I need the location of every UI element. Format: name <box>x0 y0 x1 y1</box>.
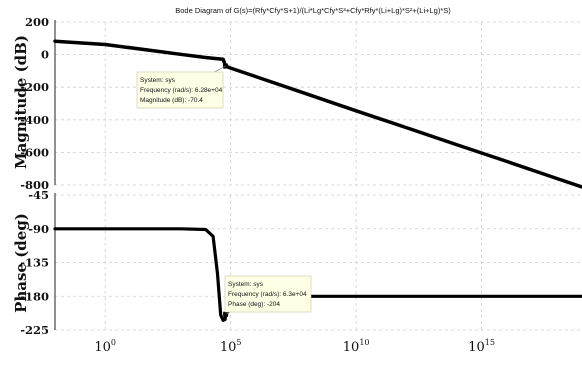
ph-y-tick-label: -135 <box>20 256 49 270</box>
phase-panel: Phase (deg) -45 -90 -135 -180 -225 System: s… <box>12 188 582 337</box>
chart-title: Bode Diagram of G(s)=(Rfy*Cfy*S+1)/(Li*L… <box>175 6 451 15</box>
magnitude-series <box>53 39 582 189</box>
magnitude-y-ticks: 200 0 -200 -400 -600 -800 <box>20 15 49 192</box>
mag-y-tick-label: -200 <box>20 80 49 94</box>
ph-datatip-box <box>224 275 312 313</box>
ph-datatip-text: Frequency (rad/s): 6.3e+04 <box>228 291 307 298</box>
mag-y-tick-label: -600 <box>20 145 49 159</box>
x-tick-label: 1015 <box>468 338 495 355</box>
ph-datatip-text: Phase (deg): -204 <box>228 301 280 308</box>
mag-y-tick-label: 200 <box>25 15 49 29</box>
x-tick-label: 100 <box>94 338 116 355</box>
phase-grid <box>54 193 582 331</box>
x-tick-label: 1010 <box>343 338 370 355</box>
x-tick-label: 105 <box>220 338 242 355</box>
phase-series <box>53 227 582 322</box>
mag-datatip-text: Frequency (rad/s): 6.28e+04 <box>140 87 223 94</box>
ph-y-tick-label: -90 <box>28 222 49 236</box>
mag-datatip-text: Magnitude (dB): -70.4 <box>140 97 203 104</box>
mag-y-tick-label: -800 <box>20 178 49 192</box>
mag-y-tick-label: 0 <box>41 48 49 62</box>
magnitude-datatip[interactable]: System: sys Frequency (rad/s): 6.28e+04 Ma… <box>136 63 229 109</box>
ph-series-line <box>53 227 582 322</box>
magnitude-panel: Magnitude (dB) 200 0 -200 -400 -600 -800 Syst… <box>12 15 582 192</box>
magnitude-axis-label: Magnitude (dB) <box>12 35 30 169</box>
frequency-x-ticks: 100 105 1010 1015 <box>94 338 495 355</box>
phase-y-ticks: -45 -90 -135 -180 -225 <box>20 188 49 337</box>
phase-axis-label: Phase (deg) <box>12 213 30 313</box>
mag-y-tick-label: -400 <box>20 113 49 127</box>
ph-y-tick-label: -225 <box>20 323 49 337</box>
ph-y-tick-label: -45 <box>28 188 49 202</box>
mag-datatip-box <box>136 71 224 109</box>
ph-datatip-text: System: sys <box>228 281 264 288</box>
mag-datatip-marker[interactable] <box>223 63 229 69</box>
mag-datatip-text: System: sys <box>140 77 176 84</box>
mag-series-line <box>53 39 582 189</box>
magnitude-grid <box>54 20 582 186</box>
ph-y-tick-label: -180 <box>20 289 49 303</box>
phase-datatip[interactable]: System: sys Frequency (rad/s): 6.3e+04 Pha… <box>223 275 312 317</box>
